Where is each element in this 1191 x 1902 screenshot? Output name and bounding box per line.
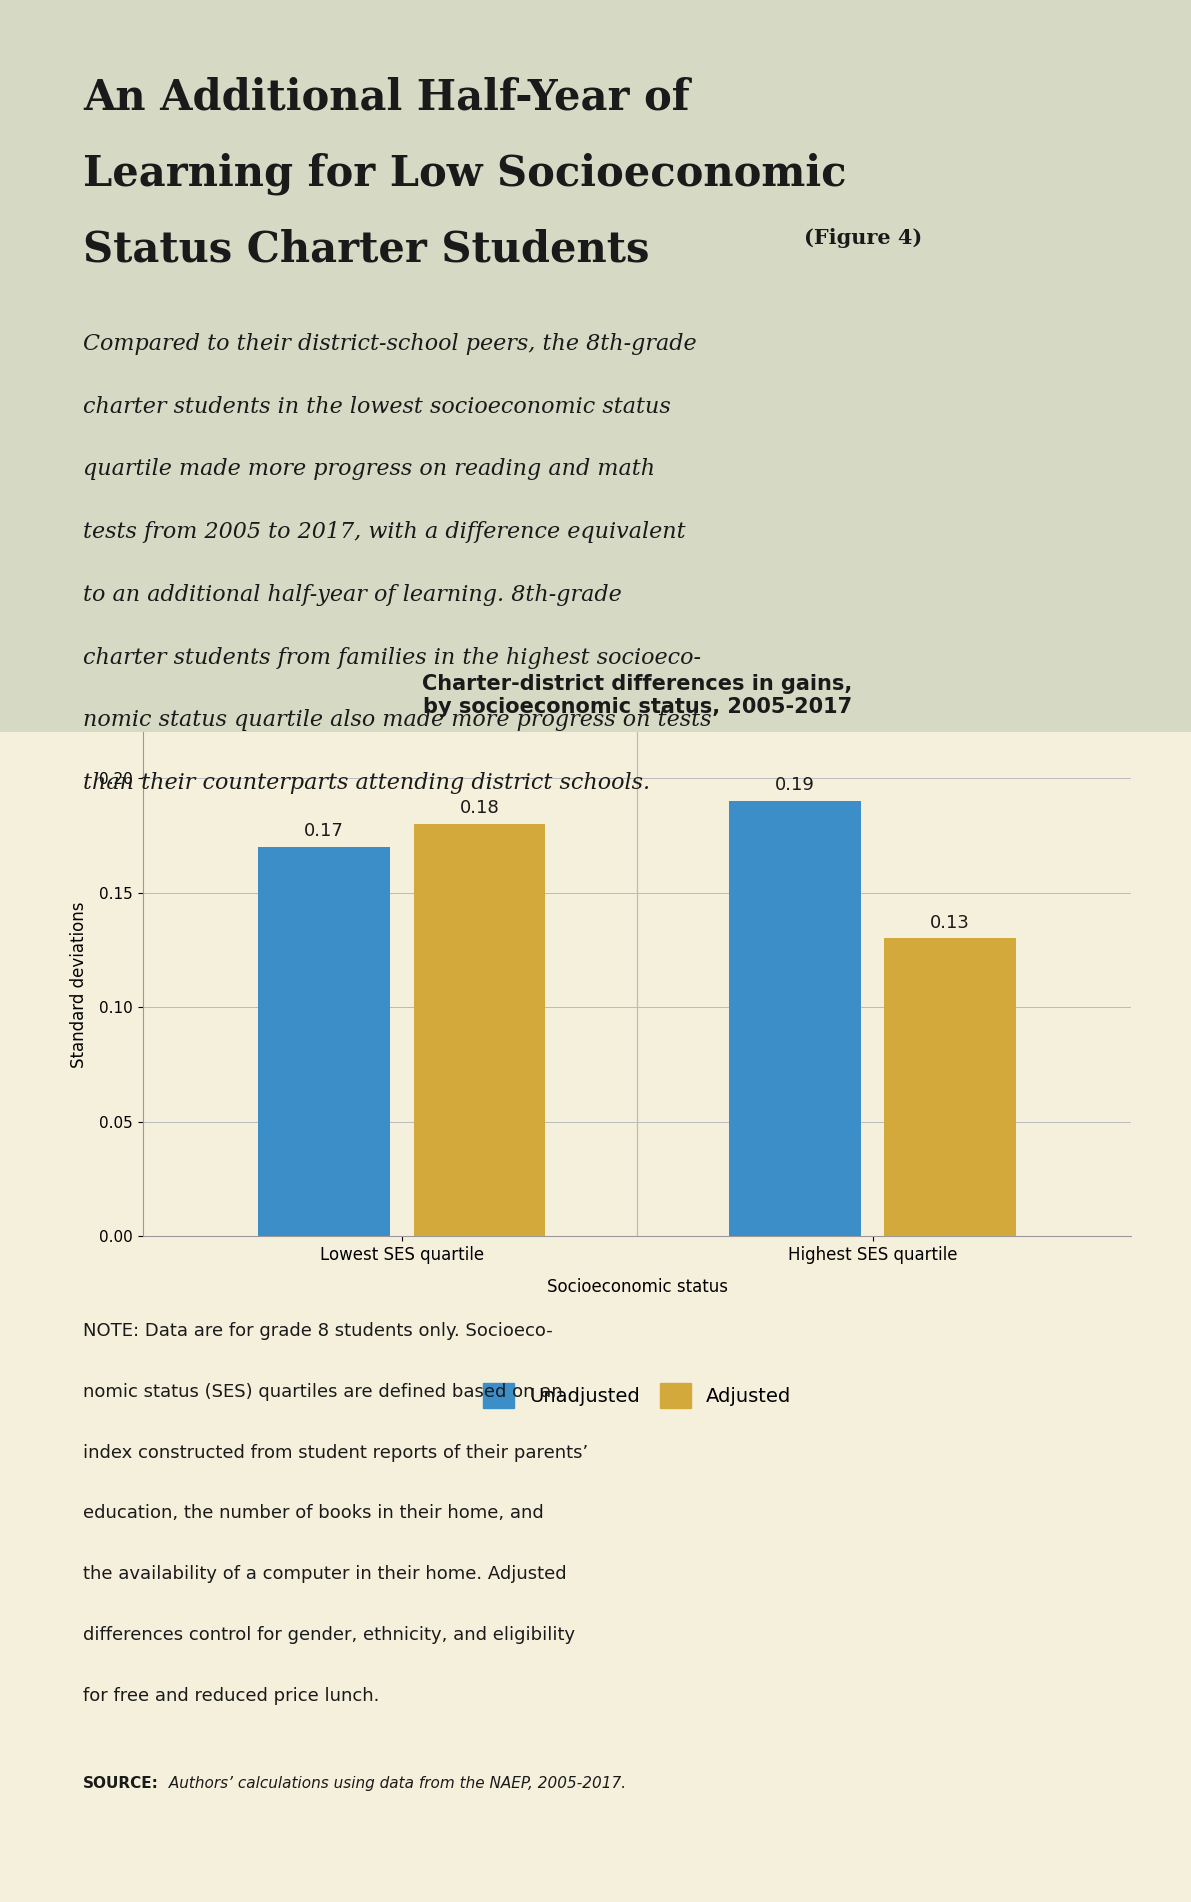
Text: charter students from families in the highest socioeco-: charter students from families in the hi… xyxy=(83,647,701,670)
Bar xyxy=(884,938,1016,1236)
Text: Compared to their district-school peers, the 8th-grade: Compared to their district-school peers,… xyxy=(83,333,697,356)
Text: Authors’ calculations using data from the NAEP, 2005-2017.: Authors’ calculations using data from th… xyxy=(164,1776,626,1792)
Text: 0.18: 0.18 xyxy=(460,799,499,818)
Text: education, the number of books in their home, and: education, the number of books in their … xyxy=(83,1504,544,1522)
Text: quartile made more progress on reading and math: quartile made more progress on reading a… xyxy=(83,458,655,481)
Y-axis label: Standard deviations: Standard deviations xyxy=(70,902,88,1067)
Text: Status Charter Students: Status Charter Students xyxy=(83,228,650,270)
Text: charter students in the lowest socioeconomic status: charter students in the lowest socioecon… xyxy=(83,396,671,418)
Title: Charter-district differences in gains,
by socioeconomic status, 2005-2017: Charter-district differences in gains, b… xyxy=(422,673,853,717)
Text: tests from 2005 to 2017, with a difference equivalent: tests from 2005 to 2017, with a differen… xyxy=(83,521,686,544)
Text: nomic status quartile also made more progress on tests: nomic status quartile also made more pro… xyxy=(83,709,712,732)
Bar xyxy=(729,801,861,1236)
Text: (Figure 4): (Figure 4) xyxy=(804,228,922,249)
Text: 0.13: 0.13 xyxy=(930,913,971,932)
Text: index constructed from student reports of their parents’: index constructed from student reports o… xyxy=(83,1444,588,1461)
Text: nomic status (SES) quartiles are defined based on an: nomic status (SES) quartiles are defined… xyxy=(83,1383,563,1400)
Text: SOURCE:: SOURCE: xyxy=(83,1776,160,1792)
Text: An Additional Half-Year of: An Additional Half-Year of xyxy=(83,76,690,118)
Text: NOTE: Data are for grade 8 students only. Socioeco-: NOTE: Data are for grade 8 students only… xyxy=(83,1322,553,1339)
Text: to an additional half-year of learning. 8th-grade: to an additional half-year of learning. … xyxy=(83,584,622,607)
Text: 0.17: 0.17 xyxy=(304,822,344,841)
X-axis label: Socioeconomic status: Socioeconomic status xyxy=(547,1278,728,1295)
Legend: Unadjusted, Adjusted: Unadjusted, Adjusted xyxy=(482,1383,792,1407)
Bar xyxy=(413,824,545,1236)
Text: differences control for gender, ethnicity, and eligibility: differences control for gender, ethnicit… xyxy=(83,1626,575,1643)
Text: for free and reduced price lunch.: for free and reduced price lunch. xyxy=(83,1687,380,1704)
Text: the availability of a computer in their home. Adjusted: the availability of a computer in their … xyxy=(83,1565,567,1582)
Text: than their counterparts attending district schools.: than their counterparts attending distri… xyxy=(83,772,650,795)
Text: 0.19: 0.19 xyxy=(775,776,815,795)
Text: Learning for Low Socioeconomic: Learning for Low Socioeconomic xyxy=(83,152,847,194)
Bar xyxy=(258,846,391,1236)
